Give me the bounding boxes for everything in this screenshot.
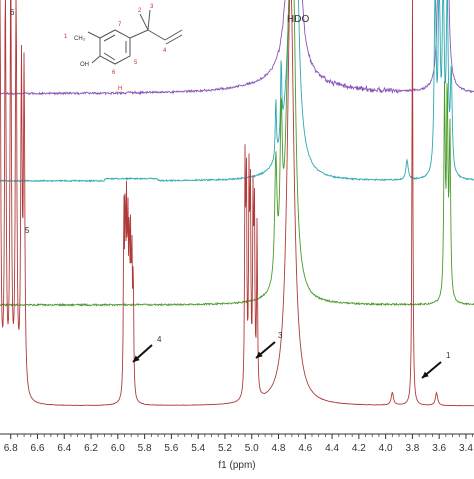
- x-tick-label: 3.6: [432, 443, 446, 454]
- x-tick-label: 5.0: [245, 443, 259, 454]
- x-tick-label: 6.2: [84, 443, 98, 454]
- structure-label: H: [118, 86, 122, 92]
- spectrum-trace-4: [0, 0, 474, 407]
- molecule-structure: [87, 9, 183, 65]
- annotation-hdo: HDO: [287, 14, 309, 25]
- structure-label: CH₃: [74, 36, 86, 42]
- structure-label: 3: [150, 4, 154, 10]
- allyl-bond-3: [164, 29, 183, 41]
- structure-label: 4: [163, 48, 167, 54]
- ring-inner-bond: [103, 34, 116, 42]
- x-tick-label: 6.0: [111, 443, 125, 454]
- peak-annotations: HDO 6 5 4 3 1: [10, 8, 451, 379]
- annotation-peak-5: 5: [25, 226, 30, 235]
- x-tick-label: 4.2: [352, 443, 366, 454]
- x-tick-label: 3.4: [459, 443, 473, 454]
- ring-inner-bond: [103, 52, 116, 61]
- structure-label: OH: [80, 62, 89, 68]
- structure-label: 7: [118, 22, 122, 28]
- structure-label: 2: [138, 8, 142, 14]
- spectrum-trace-2: [0, 0, 474, 183]
- annotation-arrow-head: [256, 351, 263, 358]
- x-tick-label: 4.4: [325, 443, 339, 454]
- x-tick-label: 4.0: [379, 443, 393, 454]
- allyl-bond-2: [147, 29, 166, 41]
- x-tick-label: 5.6: [164, 443, 178, 454]
- annotation-arrow-head: [422, 371, 429, 378]
- x-tick-label: 3.8: [405, 443, 419, 454]
- methylene-h-bond: [147, 9, 151, 31]
- annotation-peak-3: 3: [278, 331, 283, 340]
- annotation-peak-1: 1: [446, 351, 451, 360]
- x-tick-label: 6.8: [4, 443, 18, 454]
- x-tick-label: 6.6: [31, 443, 45, 454]
- allyl-double-bond: [165, 34, 183, 45]
- x-tick-label: 5.8: [138, 443, 152, 454]
- x-tick-label: 5.4: [191, 443, 205, 454]
- allyl-bond-1: [129, 29, 149, 39]
- structure-label: 1: [64, 34, 68, 40]
- x-tick-label: 4.6: [298, 443, 312, 454]
- spectrum-trace-1: [0, 0, 474, 96]
- x-tick-label: 6.4: [57, 443, 71, 454]
- x-axis-label: f1 (ppm): [218, 460, 255, 471]
- spectra-group: [0, 0, 474, 407]
- structure-labels: 1 7 2 3 4 5 6 OH CH₃ H: [64, 4, 167, 92]
- x-axis: 6.8 6.6 6.4 6.2 6.0 5.8 5.6 5.4 5.2 5.0 4.8 4.6 4.4 4…: [0, 433, 474, 471]
- x-axis-ticks: 6.8 6.6 6.4 6.2 6.0 5.8 5.6 5.4 5.2 5.0 4.8 4.6 4.4 4…: [4, 434, 473, 454]
- x-tick-label: 4.8: [272, 443, 286, 454]
- annotation-peak-6: 6: [10, 8, 15, 17]
- structure-label: 6: [112, 70, 116, 76]
- x-tick-label: 5.2: [218, 443, 232, 454]
- methoxy-bond: [87, 31, 101, 39]
- annotation-peak-4: 4: [157, 335, 162, 344]
- structure-label: 5: [134, 60, 138, 66]
- annotation-arrow-head: [133, 355, 140, 362]
- spectrum-trace-3: [0, 0, 474, 307]
- methylene-h-bond: [139, 13, 149, 31]
- hydroxy-bond: [91, 55, 101, 64]
